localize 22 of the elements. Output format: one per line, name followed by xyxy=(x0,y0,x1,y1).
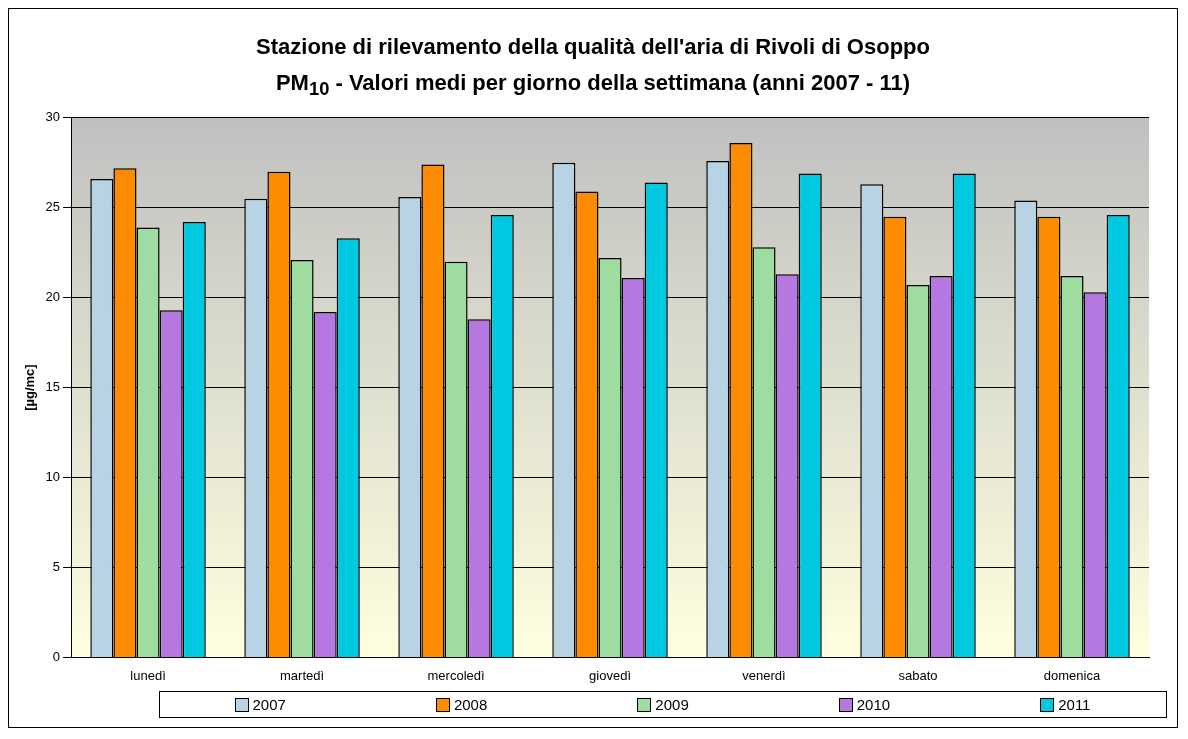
x-tick-label: mercoledì xyxy=(427,668,485,684)
legend-label: 2007 xyxy=(252,696,286,714)
x-tick-label: venerdì xyxy=(742,668,786,684)
legend-label: 2008 xyxy=(453,696,488,714)
x-tick-label: martedì xyxy=(280,668,325,684)
legend-label: 2009 xyxy=(655,696,689,714)
chart-subtitle: PM$_{10}$ - Valori medi per giorno della settimana (anni 2007 - 11) xyxy=(274,69,912,102)
x-tick-label: domenica xyxy=(1043,668,1101,684)
x-tick-label: lunedì xyxy=(130,668,166,684)
y-tick-label: 20 xyxy=(45,289,61,305)
x-tick-label: sabato xyxy=(898,668,938,684)
y-tick-label: 0 xyxy=(52,649,61,665)
chart-title: Stazione di rilevamento della qualità dell'aria di Rivoli di Osoppo xyxy=(255,33,931,61)
y-tick-label: 10 xyxy=(45,469,61,485)
x-tick-label: giovedì xyxy=(589,668,631,684)
y-tick-label: 15 xyxy=(45,379,61,395)
y-tick-label: 25 xyxy=(45,199,61,215)
y-axis-title: [µg/mc] xyxy=(22,364,38,412)
legend-label: 2011 xyxy=(1058,696,1091,714)
legend-label: 2010 xyxy=(856,696,891,714)
y-tick-label: 5 xyxy=(52,559,61,575)
y-tick-label: 30 xyxy=(45,109,61,125)
